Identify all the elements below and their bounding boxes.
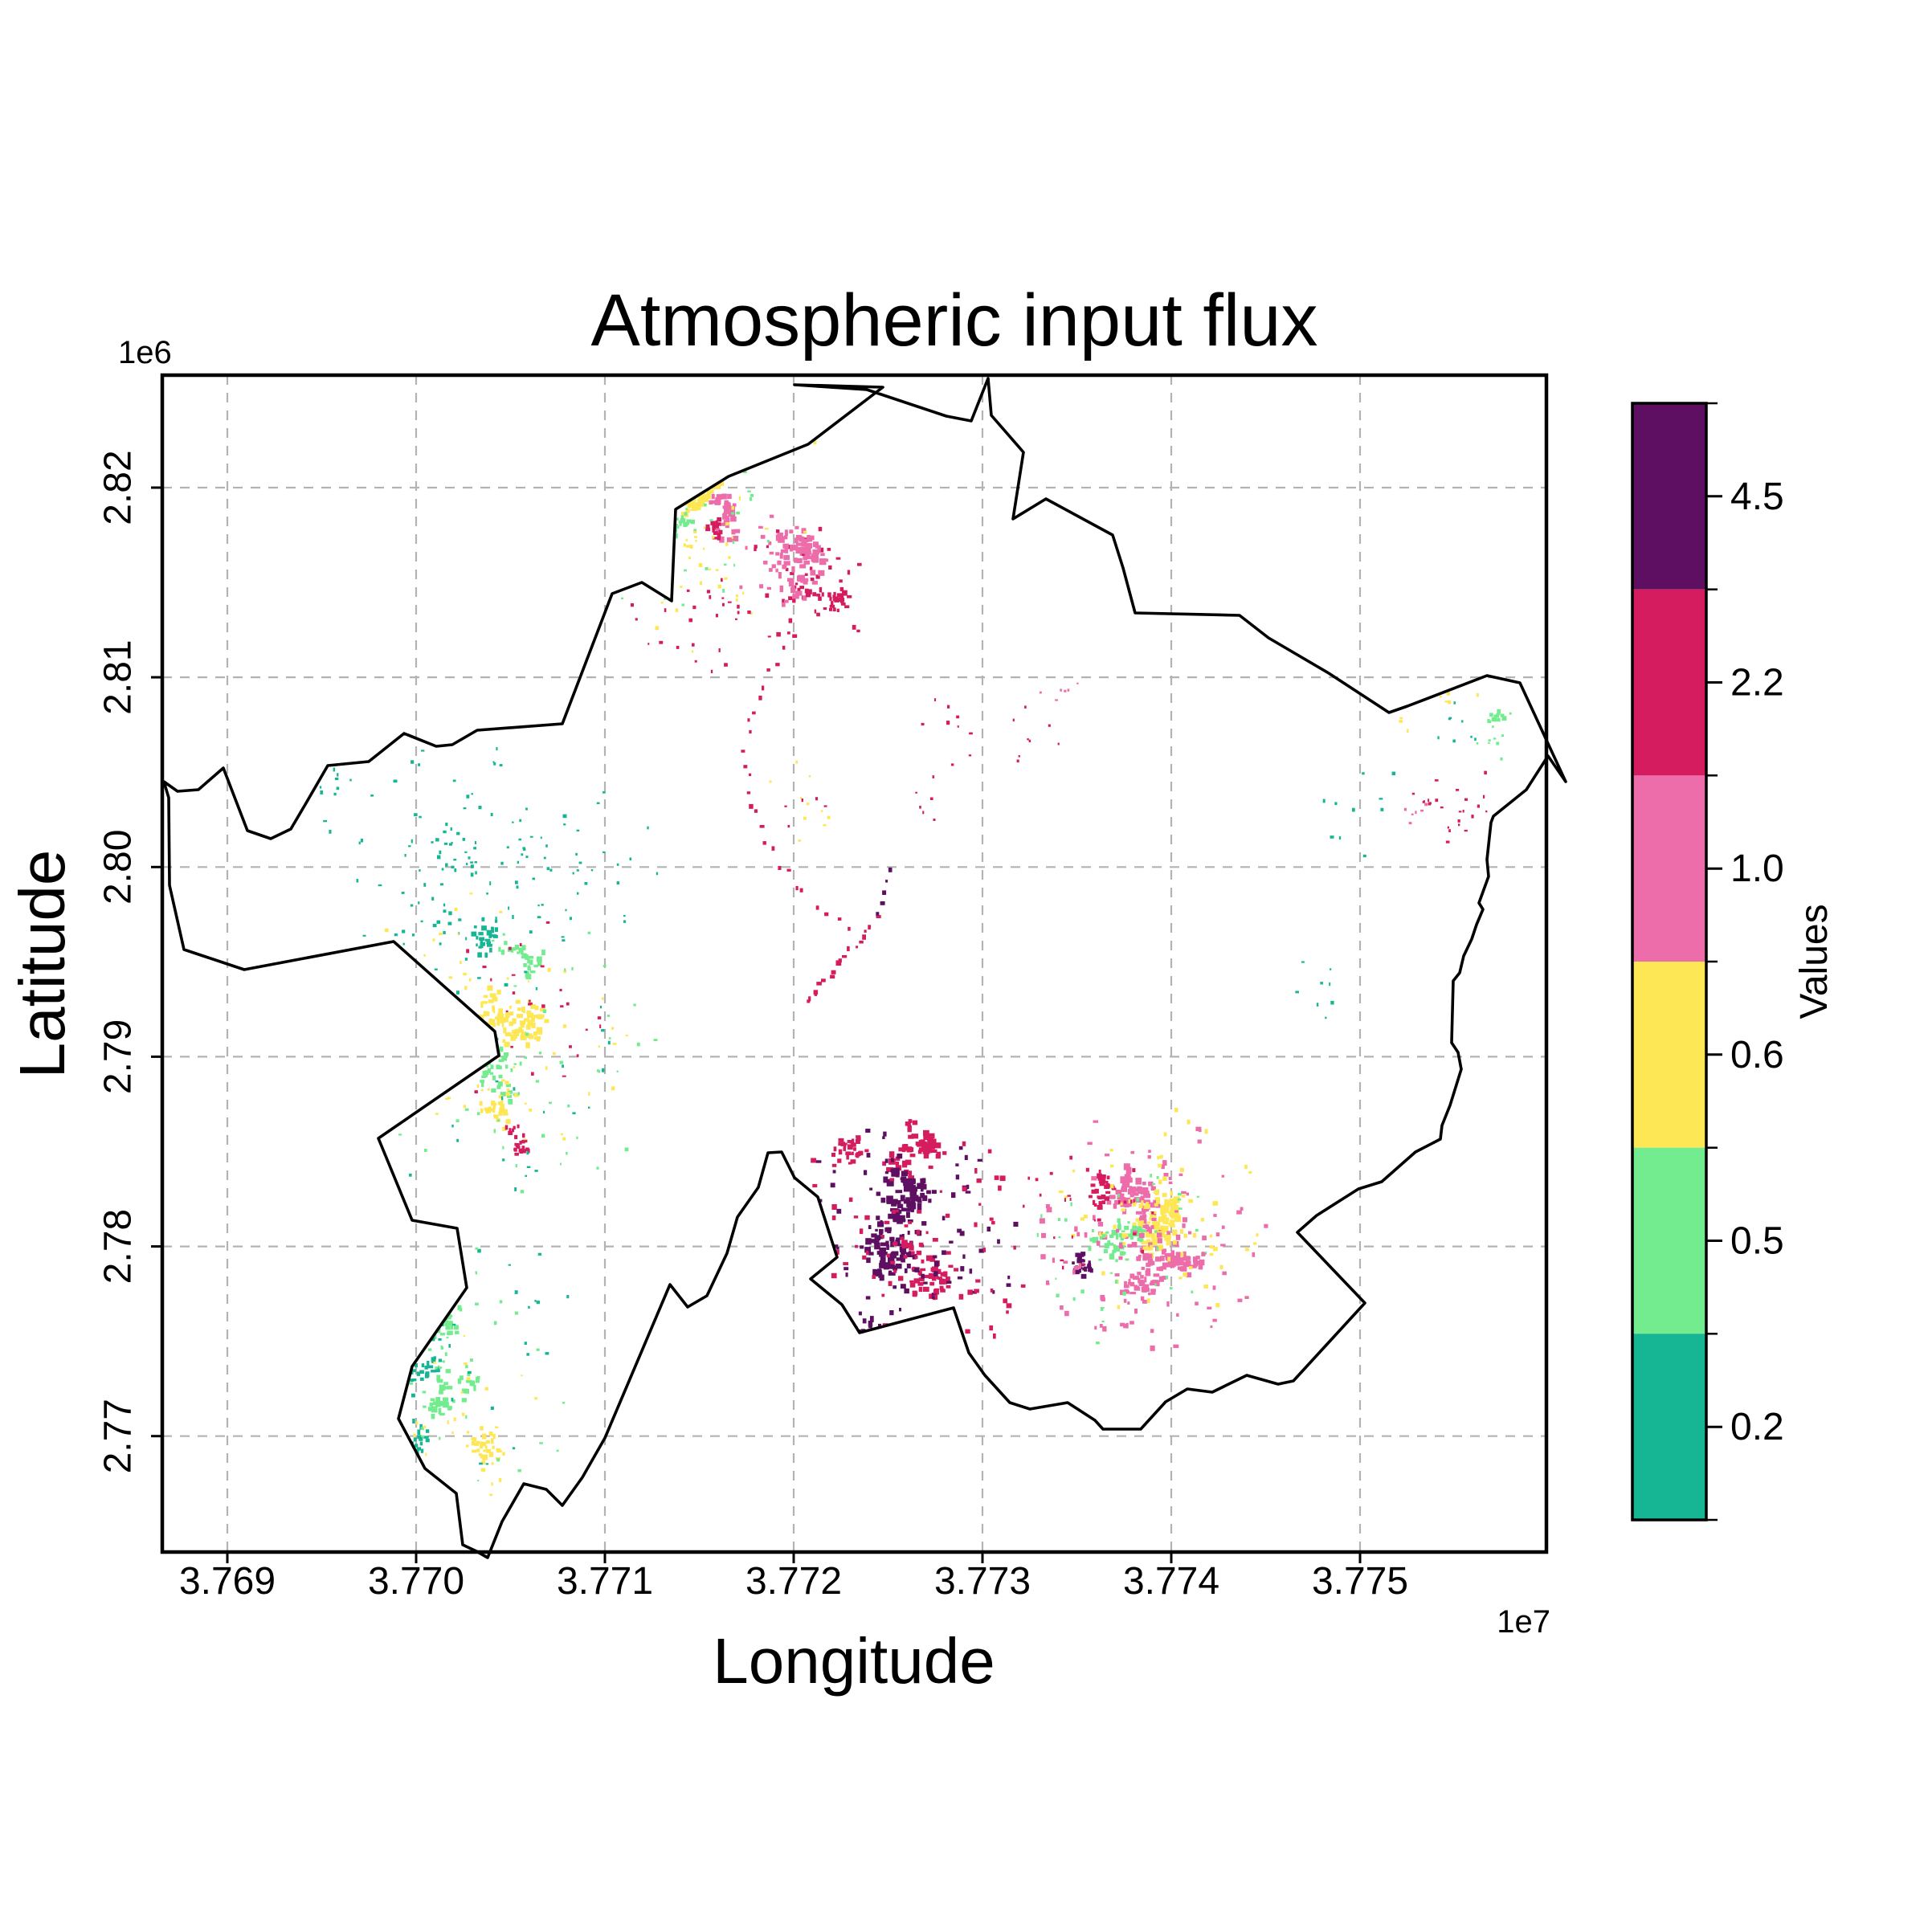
svg-text:2.82: 2.82	[97, 450, 140, 525]
svg-text:3.769: 3.769	[179, 1560, 276, 1603]
svg-text:Atmospheric input flux: Atmospheric input flux	[590, 280, 1317, 361]
svg-text:2.77: 2.77	[97, 1399, 140, 1473]
svg-text:3.770: 3.770	[368, 1560, 464, 1603]
svg-text:2.78: 2.78	[97, 1209, 140, 1284]
svg-text:2.79: 2.79	[97, 1019, 140, 1094]
svg-text:1e6: 1e6	[118, 335, 172, 370]
svg-text:0.5: 0.5	[1730, 1220, 1784, 1263]
svg-text:2.80: 2.80	[97, 830, 140, 905]
svg-text:Longitude: Longitude	[713, 1625, 995, 1697]
svg-text:3.771: 3.771	[557, 1560, 653, 1603]
svg-text:0.2: 0.2	[1730, 1406, 1784, 1448]
svg-text:3.775: 3.775	[1312, 1560, 1408, 1603]
svg-text:Values: Values	[1793, 904, 1836, 1019]
svg-text:3.772: 3.772	[745, 1560, 842, 1603]
svg-text:3.773: 3.773	[934, 1560, 1031, 1603]
svg-text:4.5: 4.5	[1730, 476, 1784, 518]
svg-text:Latitude: Latitude	[6, 850, 78, 1079]
svg-text:3.774: 3.774	[1123, 1560, 1219, 1603]
svg-text:0.6: 0.6	[1730, 1034, 1784, 1076]
svg-text:2.2: 2.2	[1730, 662, 1784, 705]
svg-text:1.0: 1.0	[1730, 848, 1784, 890]
svg-text:2.81: 2.81	[97, 639, 140, 714]
svg-text:1e7: 1e7	[1497, 1604, 1550, 1640]
